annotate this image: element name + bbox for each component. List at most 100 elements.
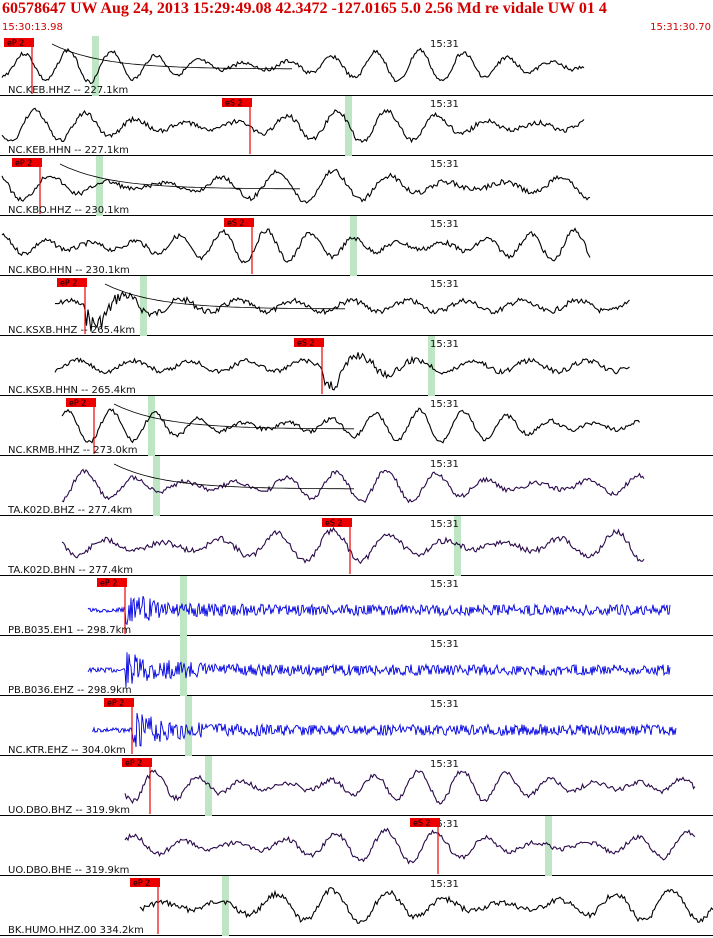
waveform-trace (1, 168, 591, 204)
phase-window-marker (350, 216, 357, 276)
phase-pick-label: eP 2 (107, 699, 124, 708)
phase-pick-flag (4, 38, 34, 47)
station-channel-label: PB.B036.EHZ -- 298.9km (8, 685, 132, 696)
phase-pick-flag (57, 278, 87, 287)
minute-time-label: 15:31 (430, 99, 459, 110)
phase-pick-flag (410, 818, 440, 827)
trace-panel: 15:31 eP 2 NC.KEB.HHZ -- 227.1km (0, 36, 713, 96)
phase-pick-flag (122, 758, 152, 767)
waveform-trace (87, 596, 671, 626)
coda-envelope-curve (113, 403, 354, 430)
phase-pick-label: eS 2 (325, 519, 343, 528)
station-channel-label: NC.KRMB.HHZ -- 273.0km (8, 445, 137, 456)
waveform-trace (139, 887, 713, 924)
trace-panel: 15:31 eP 2 BK.HUMO.HHZ.00 334.2km (0, 876, 713, 936)
phase-pick-label: eP 2 (100, 579, 117, 588)
trace-panel: 15:31 eP 2 NC.KBO.HHZ -- 230.1km (0, 156, 713, 216)
phase-pick-flag (294, 338, 324, 347)
waveform-trace (54, 352, 630, 391)
phase-window-marker (222, 876, 229, 936)
waveform-trace (124, 827, 696, 865)
phase-window-marker (185, 696, 192, 756)
start-time-label: 15:30:13.98 (2, 22, 63, 33)
phase-pick-flag (66, 398, 96, 407)
phase-pick-label: eS 2 (297, 339, 315, 348)
waveform-trace (1, 107, 585, 144)
trace-panel: 15:31 eP 2 NC.KSXB.HHZ -- 265.4km (0, 276, 713, 336)
station-channel-label: NC.KTR.EHZ -- 304.0km (8, 745, 126, 756)
phase-window-marker (148, 396, 155, 456)
coda-envelope-curve (113, 463, 354, 490)
phase-window-marker (180, 576, 187, 636)
phase-pick-flag (224, 218, 254, 227)
station-channel-label: TA.K02D.BHZ -- 277.4km (7, 505, 132, 516)
end-time-label: 15:31:30.70 (650, 22, 711, 33)
phase-window-marker (454, 516, 461, 576)
trace-panel: 15:31 PB.B036.EHZ -- 298.9km (0, 636, 713, 696)
waveform-trace (1, 227, 591, 264)
phase-window-marker (545, 816, 552, 876)
phase-pick-label: eP 2 (7, 39, 24, 48)
station-channel-label: NC.KSXB.HHZ -- 265.4km (8, 325, 135, 336)
station-channel-label: TA.K02D.BHN -- 277.4km (7, 565, 133, 576)
phase-pick-label: eP 2 (133, 879, 150, 888)
minute-time-label: 15:31 (430, 639, 459, 650)
phase-pick-flag (222, 98, 252, 107)
phase-pick-label: eP 2 (125, 759, 142, 768)
waveform-trace (61, 468, 645, 504)
phase-pick-flag (322, 518, 352, 527)
phase-window-marker (96, 156, 103, 216)
phase-pick-flag (12, 158, 42, 167)
waveform-trace (61, 407, 640, 444)
phase-pick-flag (104, 698, 134, 707)
station-channel-label: NC.KBO.HHZ -- 230.1km (8, 205, 129, 216)
waveform-trace (87, 652, 671, 688)
phase-window-marker (140, 276, 147, 336)
minute-time-label: 15:31 (430, 579, 459, 590)
coda-envelope-curve (104, 283, 345, 310)
minute-time-label: 15:31 (430, 879, 459, 890)
event-header-title: 60578647 UW Aug 24, 2013 15:29:49.08 42.… (2, 0, 607, 17)
phase-window-marker (345, 96, 352, 156)
phase-pick-flag (97, 578, 127, 587)
waveform-trace (1, 47, 585, 85)
phase-window-marker (205, 756, 212, 816)
minute-time-label: 15:31 (430, 759, 459, 770)
trace-panel: 15:31 eS 2 NC.KEB.HHN -- 227.1km (0, 96, 713, 156)
minute-time-label: 15:31 (430, 399, 459, 410)
waveform-trace (91, 712, 677, 748)
station-channel-label: NC.KEB.HHZ -- 227.1km (8, 85, 128, 96)
phase-pick-label: eP 2 (60, 279, 77, 288)
phase-window-marker (92, 36, 99, 96)
minute-time-label: 15:31 (430, 519, 459, 530)
trace-panel: 15:31 eP 2 NC.KTR.EHZ -- 304.0km (0, 696, 713, 756)
trace-panel: 15:31 eS 2 TA.K02D.BHN -- 277.4km (0, 516, 713, 576)
waveform-trace (124, 769, 696, 805)
trace-panel: 15:31 eS 2 NC.KSXB.HHN -- 265.4km (0, 336, 713, 396)
station-channel-label: UO.DBO.BHE -- 319.9km (8, 865, 129, 876)
trace-panel: 15:31 eP 2 UO.DBO.BHZ -- 319.9km (0, 756, 713, 816)
minute-time-label: 15:31 (430, 39, 459, 50)
station-channel-label: UO.DBO.BHZ -- 319.9km (8, 805, 130, 816)
station-channel-label: PB.B035.EH1 -- 298.7km (8, 625, 131, 636)
station-channel-label: NC.KSXB.HHN -- 265.4km (8, 385, 136, 396)
phase-pick-label: eS 2 (225, 99, 243, 108)
station-channel-label: BK.HUMO.HHZ.00 334.2km (8, 925, 144, 936)
phase-pick-flag (130, 878, 160, 887)
minute-time-label: 15:31 (430, 699, 459, 710)
minute-time-label: 15:31 (430, 819, 459, 830)
phase-pick-label: eP 2 (69, 399, 86, 408)
phase-window-marker (153, 456, 160, 516)
waveform-trace (61, 526, 645, 565)
minute-time-label: 15:31 (430, 219, 459, 230)
trace-panel: 15:31 eP 2 NC.KRMB.HHZ -- 273.0km (0, 396, 713, 456)
waveform-trace (54, 290, 630, 332)
station-channel-label: NC.KEB.HHN -- 227.1km (8, 145, 129, 156)
coda-envelope-curve (59, 163, 300, 190)
phase-pick-label: eS 2 (227, 219, 245, 228)
phase-pick-label: eS 2 (413, 819, 431, 828)
minute-time-label: 15:31 (430, 159, 459, 170)
trace-panel: 15:31 TA.K02D.BHZ -- 277.4km (0, 456, 713, 516)
